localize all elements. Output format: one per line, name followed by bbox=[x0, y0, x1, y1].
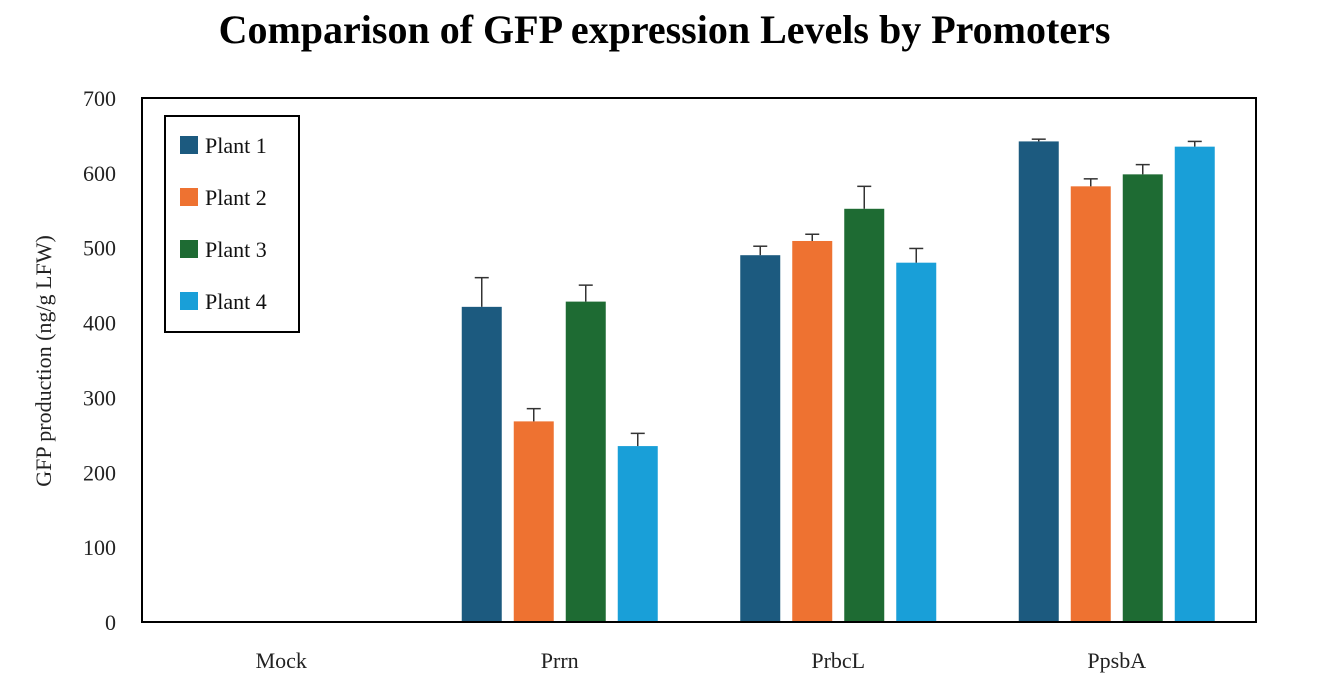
y-axis-title: GFP production (ng/g LFW) bbox=[31, 235, 56, 487]
bar bbox=[565, 301, 606, 622]
bar bbox=[461, 306, 502, 622]
x-axis-labels: Mock Prrn PrbcL PpsbA bbox=[256, 648, 1147, 673]
legend-label: Plant 4 bbox=[205, 289, 267, 314]
legend-swatch bbox=[180, 188, 198, 206]
legend-label: Plant 3 bbox=[205, 237, 267, 262]
legend-swatch bbox=[180, 136, 198, 154]
y-tick-label: 600 bbox=[83, 161, 116, 186]
plot-area-frame bbox=[141, 97, 1257, 623]
y-tick-label: 700 bbox=[83, 86, 116, 111]
bars-layer bbox=[461, 141, 1215, 622]
legend-label: Plant 1 bbox=[205, 133, 267, 158]
error-bars-layer bbox=[474, 138, 1202, 447]
chart-title: Comparison of GFP expression Levels by P… bbox=[218, 7, 1111, 52]
bar bbox=[617, 446, 658, 622]
y-tick-label: 200 bbox=[83, 460, 116, 485]
bar bbox=[1174, 146, 1215, 622]
legend: Plant 1 Plant 2 Plant 3 Plant 4 bbox=[164, 115, 300, 333]
x-tick-label: Mock bbox=[256, 648, 307, 673]
y-tick-label: 300 bbox=[83, 385, 116, 410]
legend-label: Plant 2 bbox=[205, 185, 267, 210]
x-tick-label: PrbcL bbox=[811, 648, 865, 673]
y-tick-label: 400 bbox=[83, 311, 116, 336]
bar bbox=[1018, 141, 1059, 622]
bar bbox=[1070, 186, 1111, 622]
bar bbox=[896, 262, 937, 622]
y-axis-ticks: 0 100 200 300 400 500 600 700 bbox=[83, 86, 116, 635]
bar bbox=[844, 208, 885, 622]
legend-swatch bbox=[180, 240, 198, 258]
y-tick-label: 500 bbox=[83, 236, 116, 261]
bar bbox=[513, 421, 554, 622]
bar bbox=[792, 240, 833, 622]
y-tick-label: 100 bbox=[83, 535, 116, 560]
legend-swatch bbox=[180, 292, 198, 310]
bar bbox=[1122, 174, 1163, 622]
y-tick-label: 0 bbox=[105, 610, 116, 635]
x-tick-label: Prrn bbox=[541, 648, 579, 673]
bar bbox=[740, 255, 781, 622]
x-tick-label: PpsbA bbox=[1087, 648, 1146, 673]
